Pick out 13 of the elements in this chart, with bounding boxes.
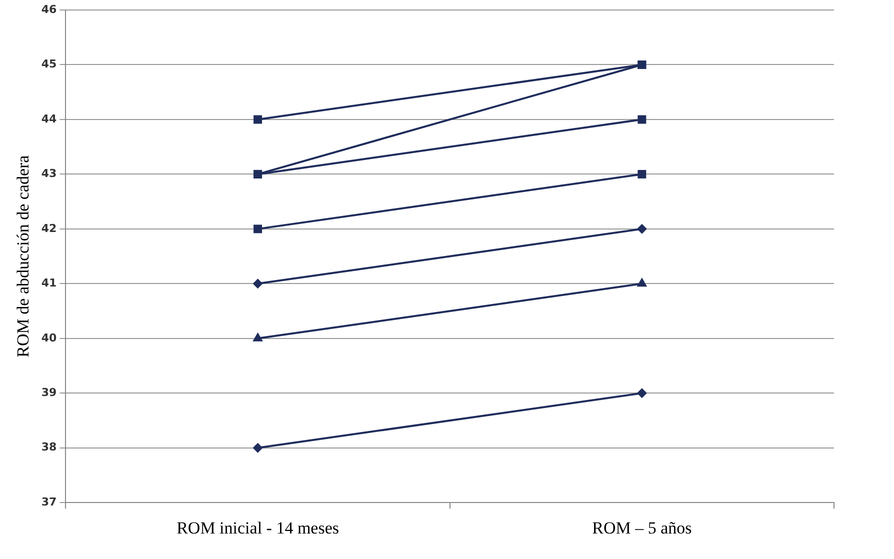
y-tick-label: 46: [41, 2, 58, 16]
y-tick-label: 40: [41, 331, 58, 344]
y-tick-label: 41: [41, 276, 57, 290]
x-tick-label: ROM – 5 años: [592, 518, 692, 538]
y-tick-label: 39: [41, 386, 57, 399]
y-tick-label: 37: [41, 495, 57, 508]
y-tick-label: 45: [41, 58, 57, 71]
y-tick-label: 43: [41, 167, 57, 180]
y-tick-label: 44: [41, 112, 58, 126]
y-axis-title: ROM de abducción de cadera: [14, 154, 33, 358]
y-tick-label: 42: [41, 222, 57, 235]
y-tick-label: 38: [41, 440, 57, 454]
x-tick-label: ROM inicial - 14 meses: [176, 518, 339, 538]
